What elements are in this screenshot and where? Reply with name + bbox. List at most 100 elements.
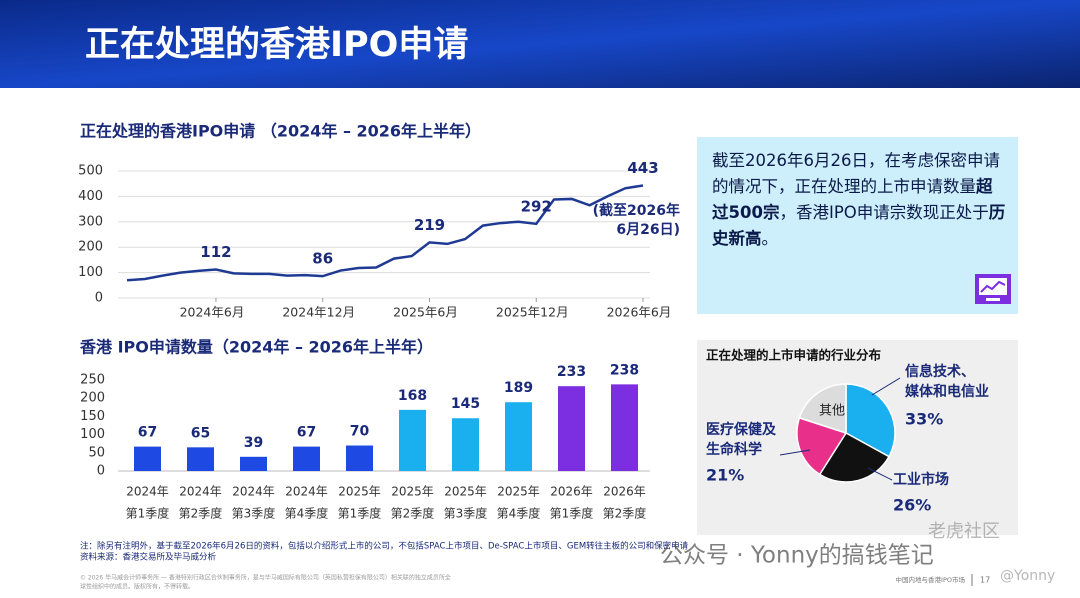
data-label: 292 [521, 197, 552, 215]
x-tick-label: 第1季度 [550, 506, 594, 521]
pie-slice [845, 383, 896, 458]
leader-line [871, 377, 901, 396]
callout-text: 截至2026年6月26日，在考虑保密申请的情况下，正在处理的上市申请数量超过50… [712, 148, 1008, 252]
y-tick-label: 0 [97, 464, 105, 479]
watermark: @Yonny [1000, 568, 1055, 584]
data-label: 39 [244, 435, 263, 451]
x-tick-label: 2026年6月 [607, 305, 672, 320]
bar [134, 446, 161, 471]
bar [240, 456, 267, 471]
data-label: 145 [451, 396, 480, 412]
data-label: 65 [191, 425, 210, 441]
x-tick-label: 2024年 [285, 485, 328, 499]
slide-title: 正在处理的香港IPO申请 [85, 25, 468, 65]
callout-run: 。 [761, 229, 779, 248]
chart-title: 香港 IPO申请数量（2024年 – 2026年上半年） [79, 338, 433, 357]
callout-run: 截至2026年6月26日，在考虑保密申请的情况下，正在处理的上市申请数量 [712, 151, 1000, 196]
pie-label: 生命科学 [706, 441, 762, 458]
y-tick-label: 400 [78, 189, 103, 204]
x-tick-label: 2024年12月 [282, 305, 355, 320]
pie-label: 媒体和电信业 [904, 383, 989, 400]
data-label: 168 [398, 388, 427, 404]
pie-label: 工业市场 [893, 471, 949, 488]
chart-title: 正在处理的上市申请的行业分布 [706, 348, 882, 363]
bar [611, 384, 638, 471]
data-label: 112 [200, 243, 231, 261]
x-tick-label: 第2季度 [603, 506, 647, 521]
line-series [126, 184, 644, 282]
copyright: 球性组织中的成员。版权所有，不得转载。 [80, 583, 194, 591]
y-tick-label: 250 [80, 373, 105, 388]
x-tick-label: 第1季度 [338, 506, 382, 521]
chart-title: 正在处理的香港IPO申请 （2024年 – 2026年上半年） [80, 122, 481, 141]
pie-slice [798, 383, 847, 435]
callout-box [697, 137, 1018, 314]
pie-value-label: 21% [706, 466, 744, 485]
x-tick-label: 2024年6月 [180, 305, 245, 320]
bar [187, 447, 214, 471]
bar [558, 386, 585, 471]
data-label: 443 [627, 159, 658, 177]
x-tick-label: 第2季度 [179, 506, 223, 521]
x-tick-label: 2025年 [497, 485, 540, 499]
x-tick-label: 第3季度 [444, 506, 488, 521]
y-tick-label: 300 [78, 214, 103, 229]
x-tick-label: 2025年 [391, 485, 434, 499]
y-tick-label: 500 [78, 164, 103, 179]
note: 注：除另有注明外，基于截至2026年6月26日的资料，包括以介绍形式上市的公司，… [80, 541, 689, 552]
x-tick-label: 2025年 [444, 485, 487, 499]
callout-run: 历史新高 [712, 203, 1006, 248]
x-tick-label: 第4季度 [285, 506, 329, 521]
y-tick-label: 150 [80, 409, 105, 424]
watermark: 公众号 · Yonny的搞钱笔记 [660, 543, 934, 569]
x-tick-label: 第2季度 [391, 506, 435, 521]
y-tick-label: 100 [80, 427, 105, 442]
note: 资料来源：香港交易所及毕马威分析 [80, 552, 217, 563]
data-label: 67 [297, 425, 316, 441]
page-number: 17 [980, 576, 990, 585]
callout-run: 超过500宗 [712, 177, 993, 222]
x-tick-label: 2026年 [550, 485, 593, 499]
x-tick-label: 第1季度 [126, 506, 170, 521]
x-tick-label: 2025年 [338, 485, 381, 499]
data-label: 86 [312, 250, 333, 268]
x-tick-label: 2024年 [232, 485, 275, 499]
pie-label: 其他 [819, 404, 845, 419]
data-label: 70 [350, 424, 370, 440]
pie-label: 医疗保健及 [706, 421, 777, 438]
data-label: 238 [610, 362, 639, 378]
annotation: 6月26日) [616, 222, 680, 238]
y-tick-label: 50 [88, 445, 105, 460]
x-tick-label: 2026年 [603, 485, 646, 499]
leader-line [867, 467, 893, 481]
annotation: (截至2026年 [593, 202, 680, 219]
monitor-icon [975, 274, 1011, 304]
bar [505, 402, 532, 471]
x-tick-label: 第4季度 [497, 506, 541, 521]
copyright: © 2026 毕马威会计师事务所 — 香港特别行政区合伙制事务所，是与毕马威国际… [80, 574, 451, 582]
header-band [0, 0, 1080, 88]
data-label: 219 [414, 216, 445, 234]
x-tick-label: 2024年 [126, 485, 169, 499]
x-tick-label: 2025年12月 [496, 305, 569, 320]
pie-value-label: 26% [893, 496, 931, 515]
bar [346, 445, 373, 471]
data-label: 233 [557, 364, 586, 380]
pie-label: 信息技术、 [905, 363, 975, 380]
pie-slice [796, 416, 848, 476]
x-tick-label: 2025年6月 [393, 305, 458, 320]
footer-section: 中国内地与香港IPO市场 [896, 575, 966, 584]
bar [452, 418, 479, 471]
leader-line [779, 449, 811, 456]
y-tick-label: 100 [78, 265, 103, 280]
data-label: 67 [138, 425, 157, 441]
data-label: 189 [504, 380, 533, 396]
x-tick-label: 2024年 [179, 485, 222, 499]
y-tick-label: 200 [80, 391, 105, 406]
y-tick-label: 0 [95, 291, 103, 306]
x-tick-label: 第3季度 [232, 506, 276, 521]
bar [399, 409, 426, 471]
bar [293, 446, 320, 471]
